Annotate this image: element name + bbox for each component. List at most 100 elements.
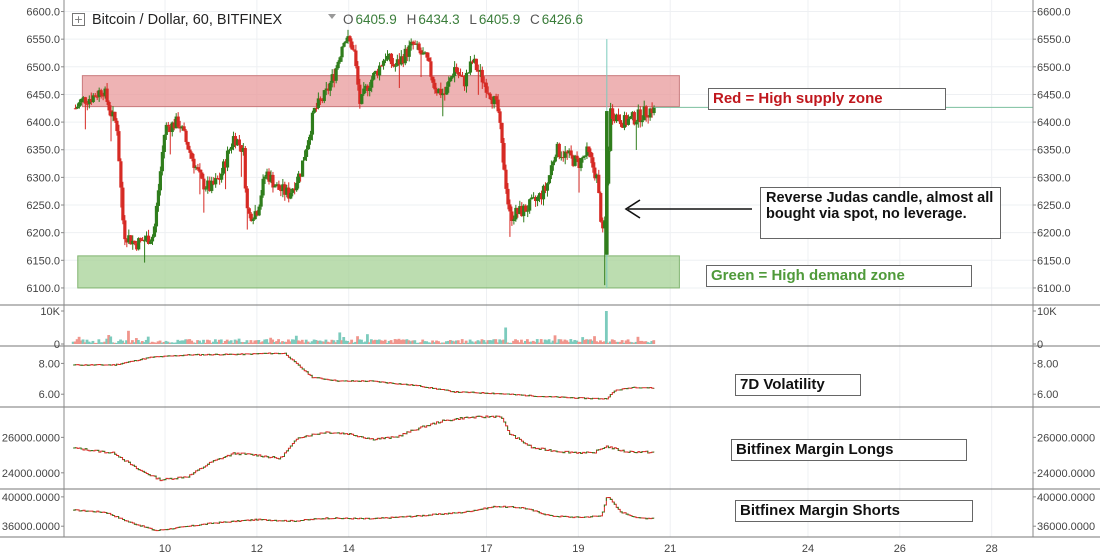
- candle-body: [449, 77, 453, 82]
- volume-bar: [508, 342, 512, 344]
- volume-bar: [375, 340, 379, 344]
- volume-bar: [115, 342, 119, 344]
- candle-body: [528, 199, 532, 211]
- candle-body: [492, 96, 496, 105]
- candle-body: [561, 157, 565, 159]
- volume-bar: [524, 340, 527, 344]
- candle-body: [261, 178, 265, 196]
- volume-bar: [498, 339, 502, 344]
- candle-body: [650, 108, 654, 114]
- plus-box-icon[interactable]: +: [72, 13, 85, 26]
- candle-body: [374, 70, 378, 73]
- candle-body: [87, 99, 91, 104]
- volume-bar: [462, 342, 466, 344]
- volume-bar: [290, 339, 294, 344]
- volume-bar: [237, 338, 241, 344]
- candle-body: [514, 207, 518, 220]
- candle-body: [227, 149, 232, 151]
- candle-body: [626, 118, 631, 125]
- volume-bar: [468, 339, 472, 344]
- volume-bar: [251, 342, 255, 344]
- candle-body: [510, 211, 514, 221]
- candle-body: [162, 134, 166, 152]
- low-label: L: [469, 12, 477, 27]
- volume-bar: [559, 339, 563, 344]
- volume-bar: [399, 340, 403, 344]
- volume-bar: [133, 342, 136, 344]
- volume-bar: [332, 340, 336, 344]
- candle-body: [287, 187, 291, 199]
- candle-body: [131, 240, 135, 245]
- candle-body: [202, 178, 206, 190]
- candle-body: [484, 82, 488, 93]
- candle-body: [366, 85, 370, 91]
- candle-body: [553, 156, 557, 162]
- x-tick-label: 19: [572, 543, 584, 555]
- candle-body: [573, 155, 577, 166]
- volume-bar: [527, 341, 531, 344]
- candle-body: [184, 130, 188, 142]
- volume-bar: [407, 340, 411, 344]
- candle-body: [344, 41, 348, 43]
- volume-bar: [622, 342, 626, 344]
- volume-bar: [154, 342, 158, 344]
- volume-bar: [271, 339, 275, 344]
- volume-bar: [119, 339, 122, 344]
- candle-body: [607, 150, 611, 184]
- volume-bar: [328, 342, 332, 344]
- candle-body: [413, 43, 417, 45]
- y-tick-label-right: 0: [1037, 339, 1043, 351]
- candle-body: [221, 161, 226, 174]
- candle-body: [530, 197, 534, 200]
- candle-body: [624, 115, 629, 125]
- volume-bar: [602, 341, 606, 344]
- volume-bar: [533, 341, 537, 344]
- candle-body: [150, 236, 155, 242]
- volume-bar: [150, 341, 154, 344]
- volume-bar: [624, 340, 628, 344]
- volume-bar: [646, 342, 650, 344]
- volume-bar: [81, 339, 85, 344]
- volume-bar: [296, 340, 300, 344]
- candle-body: [241, 148, 245, 152]
- volume-bar: [599, 340, 602, 344]
- candle-body: [464, 72, 469, 87]
- volume-bar: [405, 339, 409, 344]
- volume-bar: [567, 342, 571, 344]
- margin-longs-note: Bitfinex Margin Longs: [731, 439, 967, 461]
- volume-bar: [334, 342, 338, 344]
- chevron-down-icon[interactable]: [328, 14, 336, 19]
- candle-body: [541, 185, 546, 200]
- x-tick-label: 17: [480, 543, 492, 555]
- candle-body: [239, 145, 243, 152]
- candle-body: [640, 120, 644, 123]
- candle-body: [350, 41, 354, 50]
- candle-body: [522, 205, 526, 217]
- candle-body: [577, 158, 581, 169]
- candle-body: [190, 152, 194, 159]
- volume-bar: [225, 339, 229, 344]
- candle-body: [306, 140, 311, 150]
- candle-body: [543, 185, 548, 191]
- volume-bar: [292, 339, 296, 344]
- margin-shorts-line-up: [73, 497, 655, 532]
- candle-body: [291, 188, 295, 193]
- candle-body: [628, 116, 632, 119]
- candle-body: [429, 61, 433, 77]
- volume-bar: [577, 341, 581, 344]
- volume-bar: [310, 341, 314, 344]
- candle-body: [585, 146, 589, 156]
- margin-longs-line-up: [73, 415, 655, 482]
- candle-body: [318, 98, 322, 100]
- volume-bar: [300, 339, 304, 344]
- volume-bar: [194, 342, 198, 344]
- candle-body: [253, 211, 257, 220]
- volume-bar: [644, 341, 648, 344]
- candle-body: [259, 195, 263, 207]
- ohlc-readout: O 6405.9 H 6434.3 L 6405.9 C 6426.6: [343, 12, 589, 27]
- candle-body: [109, 110, 113, 117]
- candle-body: [364, 85, 368, 89]
- symbol-title[interactable]: Bitcoin / Dollar, 60, BITFINEX: [92, 12, 283, 28]
- candle-body: [652, 107, 656, 114]
- candle-body: [593, 167, 597, 179]
